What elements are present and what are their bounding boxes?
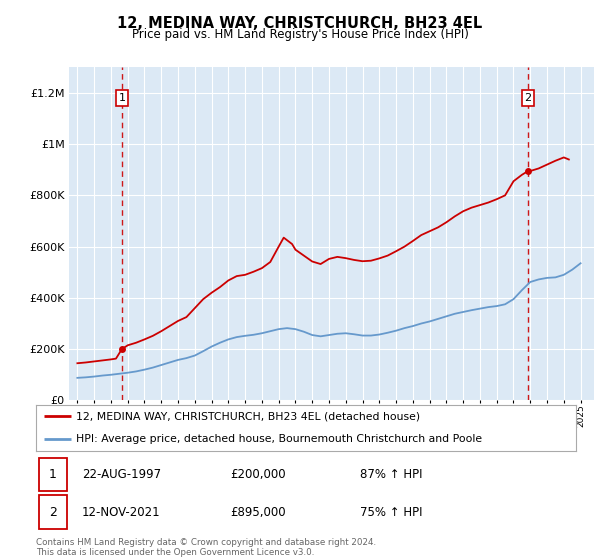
Text: 12, MEDINA WAY, CHRISTCHURCH, BH23 4EL: 12, MEDINA WAY, CHRISTCHURCH, BH23 4EL [118,16,482,31]
Text: Price paid vs. HM Land Registry's House Price Index (HPI): Price paid vs. HM Land Registry's House … [131,28,469,41]
Text: 1: 1 [118,93,125,103]
Point [523,166,533,175]
Text: 75% ↑ HPI: 75% ↑ HPI [360,506,422,519]
Text: 22-AUG-1997: 22-AUG-1997 [82,468,161,481]
Bar [39,458,67,492]
Text: HPI: Average price, detached house, Bournemouth Christchurch and Poole: HPI: Average price, detached house, Bour… [77,435,482,444]
Text: 87% ↑ HPI: 87% ↑ HPI [360,468,422,481]
Text: £895,000: £895,000 [230,506,286,519]
Text: Contains HM Land Registry data © Crown copyright and database right 2024.
This d: Contains HM Land Registry data © Crown c… [36,538,376,557]
Text: 12-NOV-2021: 12-NOV-2021 [82,506,161,519]
Text: 2: 2 [524,93,532,103]
Text: 12, MEDINA WAY, CHRISTCHURCH, BH23 4EL (detached house): 12, MEDINA WAY, CHRISTCHURCH, BH23 4EL (… [77,412,421,421]
Text: 2: 2 [49,506,56,519]
Point [117,344,127,353]
Text: 1: 1 [49,468,56,481]
Bar [39,495,67,529]
Text: £200,000: £200,000 [230,468,286,481]
